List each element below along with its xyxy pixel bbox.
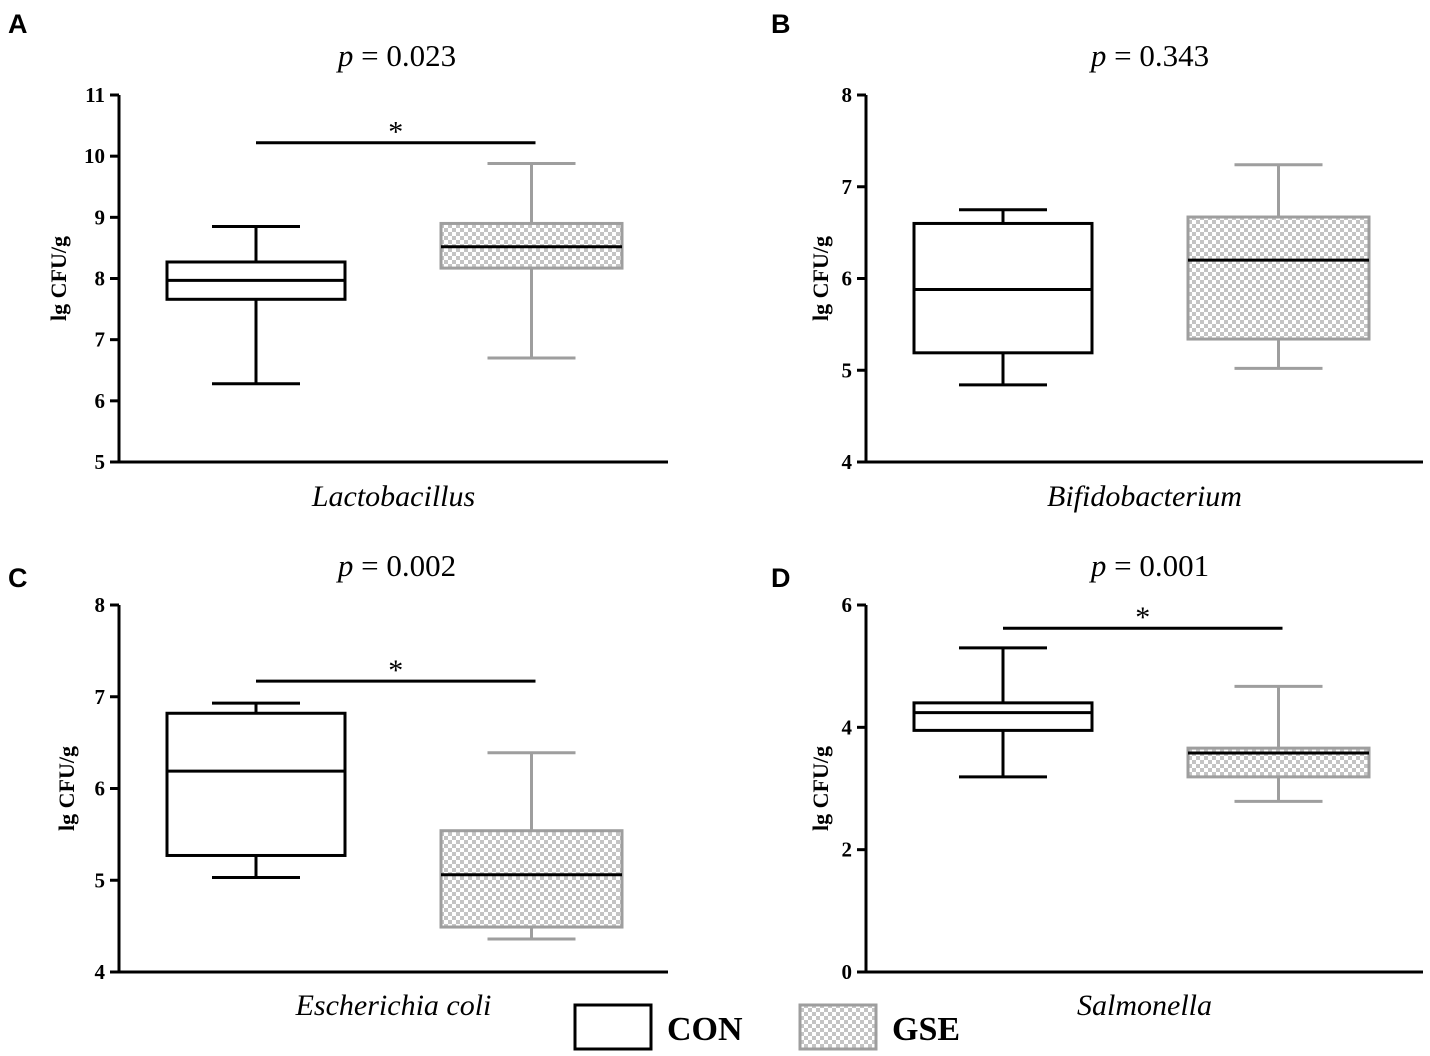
y-tick-label: 6 xyxy=(842,593,853,617)
y-tick-label: 5 xyxy=(95,450,106,474)
panel-letter: A xyxy=(8,9,28,39)
box-iqr xyxy=(912,701,1094,732)
p-symbol: p xyxy=(1089,548,1107,583)
x-axis-label: Escherichia coli xyxy=(295,989,492,1022)
p-symbol: p xyxy=(336,38,354,73)
x-axis-label: Lactobacillus xyxy=(311,480,475,513)
y-tick-label: 8 xyxy=(842,83,853,107)
y-axis-label: lg CFU/g xyxy=(54,746,79,831)
box-iqr xyxy=(1186,215,1371,341)
legend-label-con: CON xyxy=(667,1011,743,1048)
significance-marker: * xyxy=(388,654,403,687)
y-tick-label: 6 xyxy=(95,389,106,413)
y-tick-label: 11 xyxy=(85,83,105,107)
chart-panel-a: Ap = 0.023 5 6 7 8 9 10 11 lg CFU/g Lactobacillus… xyxy=(8,9,668,513)
legend: CON GSE xyxy=(573,1003,960,1051)
significance-marker: * xyxy=(388,116,403,149)
box-iqr xyxy=(165,711,347,857)
y-tick-label: 8 xyxy=(95,593,106,617)
significance-marker: * xyxy=(1135,601,1150,634)
chart-title: p = 0.343 xyxy=(1089,38,1209,73)
p-value: = 0.343 xyxy=(1106,38,1209,73)
chart-title: p = 0.002 xyxy=(336,548,456,583)
box-gse xyxy=(1186,684,1371,803)
y-tick-label: 7 xyxy=(842,175,853,199)
y-tick-label: 5 xyxy=(842,358,853,382)
p-symbol: p xyxy=(336,548,354,583)
p-value: = 0.002 xyxy=(353,548,456,583)
y-tick-label: 4 xyxy=(842,715,853,739)
panel-letter: B xyxy=(771,9,791,39)
y-tick-label: 8 xyxy=(95,267,106,291)
y-tick-label: 7 xyxy=(95,685,106,709)
box-gse xyxy=(439,751,624,941)
box-gse xyxy=(1186,163,1371,370)
box-con xyxy=(165,225,347,386)
box-con xyxy=(912,646,1094,779)
panel-letter: C xyxy=(8,563,28,593)
legend-swatch-gse xyxy=(798,1003,878,1051)
y-tick-label: 2 xyxy=(842,838,853,862)
y-tick-label: 4 xyxy=(95,960,106,984)
chart-panel-b: Bp = 0.343 4 5 6 7 8 lg CFU/g Bifidobacterium xyxy=(771,9,1423,513)
y-tick-label: 7 xyxy=(95,328,106,352)
panel-letter: D xyxy=(771,563,791,593)
y-tick-label: 0 xyxy=(842,960,853,984)
y-tick-label: 6 xyxy=(842,267,853,291)
x-axis-label: Salmonella xyxy=(1077,989,1212,1022)
box-iqr xyxy=(439,829,624,929)
y-tick-label: 4 xyxy=(842,450,853,474)
p-value: = 0.001 xyxy=(1106,548,1209,583)
p-value: = 0.023 xyxy=(353,38,456,73)
box-gse xyxy=(439,162,624,360)
y-tick-label: 9 xyxy=(95,205,106,229)
legend-swatch-con xyxy=(573,1003,653,1051)
p-symbol: p xyxy=(1089,38,1107,73)
y-axis-label: lg CFU/g xyxy=(808,236,833,321)
y-tick-label: 5 xyxy=(95,868,106,892)
legend-label-gse: GSE xyxy=(892,1011,960,1048)
chart-title: p = 0.023 xyxy=(336,38,456,73)
y-tick-label: 10 xyxy=(84,144,105,168)
panels-group: Ap = 0.023 5 6 7 8 9 10 11 lg CFU/g Lactobacillus… xyxy=(8,9,1423,1022)
y-axis-label: lg CFU/g xyxy=(808,746,833,831)
chart-title: p = 0.001 xyxy=(1089,548,1209,583)
x-axis-label: Bifidobacterium xyxy=(1047,480,1242,513)
y-tick-label: 6 xyxy=(95,777,106,801)
y-axis-label: lg CFU/g xyxy=(46,236,71,321)
box-con xyxy=(165,701,347,879)
box-con xyxy=(912,208,1094,387)
